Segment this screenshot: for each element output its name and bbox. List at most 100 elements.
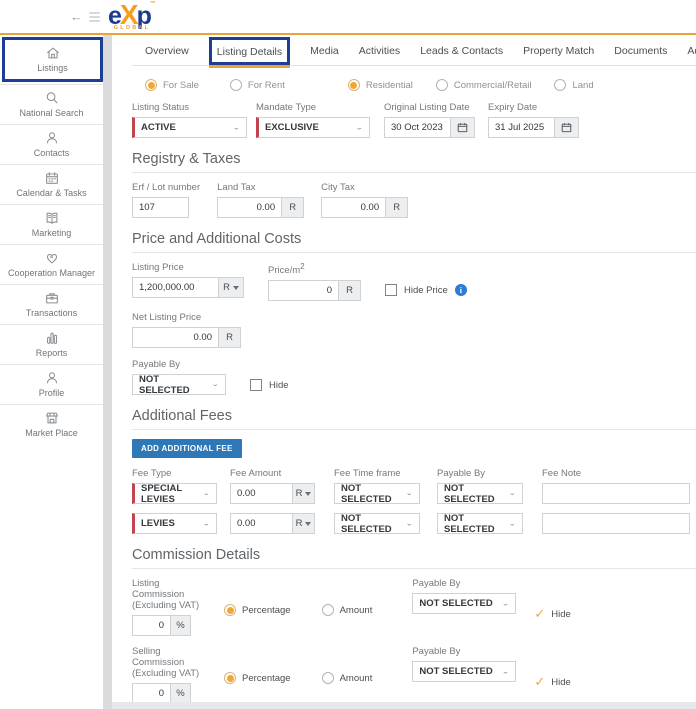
chevron-down-icon: ⌄ — [355, 123, 363, 131]
calendar-icon — [457, 123, 468, 133]
commission-payable-select[interactable]: NOT SELECTED ⌄ — [412, 593, 517, 615]
listing-price-input[interactable] — [132, 277, 218, 298]
fee-amount-input[interactable] — [230, 483, 292, 505]
currency-dropdown[interactable]: R — [218, 277, 244, 298]
sidebar-item-cooperation-manager[interactable]: Cooperation Manager — [0, 245, 103, 285]
land-tax-label: Land Tax — [217, 182, 256, 193]
logo-p: p — [136, 2, 152, 31]
sidebar-item-calendar-tasks[interactable]: Calendar & Tasks — [0, 165, 103, 205]
sidebar-item-national-search[interactable]: National Search — [0, 84, 103, 125]
fee-amount-input[interactable] — [230, 513, 292, 535]
commission-payable-select[interactable]: NOT SELECTED ⌄ — [412, 661, 517, 683]
calendar-picker-button[interactable] — [554, 117, 579, 138]
fee-type-select[interactable]: SPECIAL LEVIES ⌄ — [132, 483, 217, 505]
radio-commercial-retail[interactable] — [435, 79, 448, 91]
mandate-type-select[interactable]: EXCLUSIVE ⌄ — [256, 117, 370, 138]
back-arrow-icon[interactable]: ← — [70, 9, 83, 24]
listing-status-label: Listing Status — [132, 102, 190, 113]
additional-fees-heading: Additional Fees — [132, 408, 696, 431]
sidebar-item-listings[interactable]: Listings — [5, 40, 100, 79]
chevron-down-icon: ⌄ — [211, 380, 219, 388]
radio-label: Percentage — [242, 604, 291, 616]
calendar-picker-button[interactable] — [450, 117, 475, 138]
hamburger-menu-icon[interactable] — [89, 11, 100, 22]
sidebar-item-contacts[interactable]: Contacts — [0, 125, 103, 165]
tab-advertising[interactable]: Advertising — [687, 45, 696, 57]
radio-land[interactable] — [554, 79, 567, 91]
commission-details-heading: Commission Details — [132, 547, 696, 570]
city-tax-label: City Tax — [321, 182, 355, 193]
calendar-icon — [45, 172, 58, 184]
briefcase-icon — [45, 293, 58, 304]
commission-row: Selling Commission (Excluding VAT) % Per… — [132, 646, 696, 705]
radio-amount[interactable] — [321, 604, 334, 617]
registry-taxes-heading: Registry & Taxes — [132, 151, 696, 173]
city-tax-input[interactable] — [321, 197, 386, 218]
fee-type-select[interactable]: LEVIES ⌄ — [132, 513, 217, 535]
erf-lot-input[interactable] — [132, 197, 189, 218]
radio-label: Commercial/Retail — [453, 79, 532, 91]
radio-label: Land — [572, 79, 594, 91]
price-per-m2-input[interactable] — [268, 280, 338, 302]
tab-listing-details[interactable]: Listing Details — [216, 46, 283, 58]
commission-label: Selling Commission — [132, 646, 185, 669]
commission-value-input[interactable] — [132, 615, 170, 637]
sidebar-item-reports[interactable]: Reports — [0, 325, 103, 365]
check-icon[interactable]: ✓ — [534, 606, 546, 622]
listing-price-label: Listing Price — [132, 262, 184, 273]
add-additional-fee-button[interactable]: ADD ADDITIONAL FEE — [132, 439, 242, 459]
radio-percentage[interactable] — [224, 604, 236, 617]
sidebar-item-label: Profile — [38, 388, 65, 398]
payable-by-select[interactable]: NOT SELECTED ⌄ — [132, 374, 226, 396]
info-icon[interactable]: i — [454, 284, 467, 296]
check-icon[interactable]: ✓ — [534, 674, 546, 690]
commission-value-input[interactable] — [132, 683, 170, 705]
fee-payable-select[interactable]: NOT SELECTED ⌄ — [437, 483, 523, 505]
chevron-down-icon: ⌄ — [232, 123, 240, 131]
net-listing-price-input[interactable] — [132, 327, 218, 349]
radio-percentage[interactable] — [224, 672, 236, 685]
fee-timeframe-select[interactable]: NOT SELECTED ⌄ — [334, 483, 420, 505]
currency-dropdown[interactable]: R — [292, 513, 315, 535]
tab-media[interactable]: Media — [310, 45, 339, 57]
sidebar: Listings National Search Contacts Calend… — [0, 35, 103, 709]
radio-label: Percentage — [242, 672, 291, 684]
tab-documents[interactable]: Documents — [614, 45, 668, 57]
sidebar-item-label: Calendar & Tasks — [16, 188, 87, 198]
fee-note-input[interactable] — [542, 513, 690, 535]
radio-residential[interactable] — [347, 79, 360, 91]
hide-checkbox[interactable] — [250, 379, 262, 392]
caret-down-icon — [232, 285, 239, 290]
fee-amount-column-label: Fee Amount — [230, 468, 282, 480]
radio-amount[interactable] — [321, 672, 334, 685]
sidebar-item-label: Reports — [35, 348, 68, 358]
accent-divider — [0, 33, 696, 35]
fee-note-input[interactable] — [542, 483, 690, 505]
sidebar-item-marketing[interactable]: Marketing — [0, 205, 103, 245]
fee-timeframe-select[interactable]: NOT SELECTED ⌄ — [334, 513, 420, 535]
sidebar-item-profile[interactable]: Profile — [0, 365, 103, 405]
radio-for-sale[interactable] — [145, 79, 157, 91]
home-icon — [46, 47, 59, 59]
bar-chart-icon — [46, 332, 57, 344]
hide-price-checkbox[interactable] — [385, 284, 397, 296]
expiry-date-input[interactable] — [488, 117, 554, 138]
listing-status-select[interactable]: ACTIVE ⌄ — [132, 117, 247, 138]
radio-for-rent[interactable] — [229, 79, 242, 91]
fee-payable-select[interactable]: NOT SELECTED ⌄ — [437, 513, 523, 535]
chevron-down-icon: ⌄ — [405, 519, 413, 527]
commission-label-2: (Excluding VAT) — [132, 668, 200, 680]
currency-dropdown[interactable]: R — [292, 483, 315, 505]
tab-overview[interactable]: Overview — [145, 45, 189, 57]
price-costs-heading: Price and Additional Costs — [132, 231, 696, 253]
land-tax-input[interactable] — [217, 197, 282, 218]
tab-activities[interactable]: Activities — [358, 45, 401, 57]
payable-by-label: Payable By — [132, 359, 181, 371]
tab-property-match[interactable]: Property Match — [523, 45, 595, 57]
sidebar-item-market-place[interactable]: Market Place — [0, 405, 103, 444]
sidebar-item-transactions[interactable]: Transactions — [0, 285, 103, 325]
original-listing-date-input[interactable] — [384, 117, 450, 138]
tab-leads-contacts[interactable]: Leads & Contacts — [420, 45, 504, 57]
original-listing-date-label: Original Listing Date — [384, 102, 470, 113]
logo-e: e — [108, 2, 122, 31]
